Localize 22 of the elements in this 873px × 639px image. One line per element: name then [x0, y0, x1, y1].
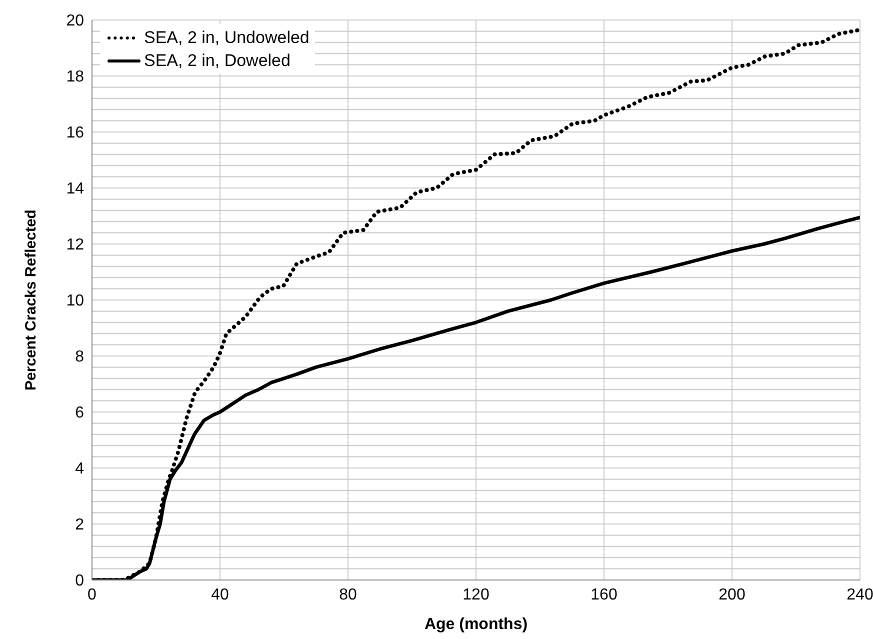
x-tick-label: 0: [88, 586, 97, 604]
y-tick-label: 8: [75, 348, 84, 366]
y-tick-label: 2: [75, 516, 84, 534]
y-tick-label: 16: [66, 124, 84, 142]
y-tick-label: 12: [66, 236, 84, 254]
x-tick-label: 80: [339, 586, 357, 604]
x-tick-label: 240: [846, 586, 873, 604]
x-tick-label: 120: [462, 586, 490, 604]
x-tick-label: 40: [211, 586, 229, 604]
x-tick-label: 160: [590, 586, 618, 604]
y-tick-label: 20: [66, 12, 84, 30]
y-tick-label: 14: [66, 180, 84, 198]
y-tick-label: 18: [66, 68, 84, 86]
y-tick-label: 0: [75, 572, 84, 590]
y-tick-label: 4: [75, 460, 84, 478]
x-tick-label: 200: [718, 586, 746, 604]
x-axis-title: Age (months): [424, 616, 528, 633]
y-tick-label: 6: [75, 404, 84, 422]
legend-label: SEA, 2 in, Doweled: [144, 50, 290, 72]
legend-label: SEA, 2 in, Undoweled: [144, 27, 310, 49]
y-axis-title: Percent Cracks Reflected: [22, 210, 40, 390]
y-tick-label: 10: [66, 292, 84, 310]
